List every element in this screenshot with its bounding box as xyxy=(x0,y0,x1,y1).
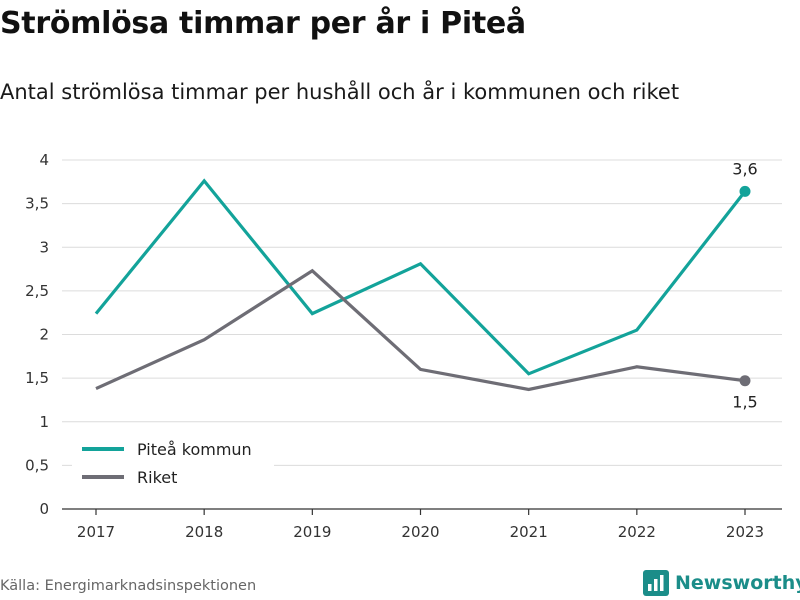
chart-title: Strömlösa timmar per år i Piteå xyxy=(0,6,526,41)
y-axis-ticks: 0 0,5 1 1,5 2 2,5 3 3,5 4 xyxy=(25,151,49,518)
series-line-0 xyxy=(94,178,747,376)
y-tick-label: 0 xyxy=(39,500,49,518)
legend-label-0: Piteå kommun xyxy=(137,440,252,459)
y-tick-label: 4 xyxy=(39,151,49,169)
x-tick-label: 2017 xyxy=(77,523,115,541)
series-lines xyxy=(94,178,751,392)
y-tick-label: 2,5 xyxy=(25,282,49,300)
x-tick-label: 2021 xyxy=(510,523,548,541)
series-line-1 xyxy=(95,268,746,392)
chart-subtitle: Antal strömlösa timmar per hushåll och å… xyxy=(0,80,680,104)
y-tick-label: 1,5 xyxy=(25,369,49,387)
legend: Piteå kommun Riket xyxy=(72,433,274,493)
x-tick-label: 2023 xyxy=(726,523,764,541)
x-tick-label: 2018 xyxy=(185,523,223,541)
bar-chart-logo-icon xyxy=(643,570,669,596)
series-end-point-1 xyxy=(739,375,751,387)
legend-background xyxy=(72,433,274,493)
x-tick-label: 2019 xyxy=(293,523,331,541)
brand: Newsworthy xyxy=(643,570,800,596)
y-tick-label: 2 xyxy=(39,326,49,344)
x-tick-label: 2022 xyxy=(618,523,656,541)
y-tick-label: 1 xyxy=(39,413,49,431)
end-label-riket: 1,5 xyxy=(732,393,757,412)
source-note: Källa: Energimarknadsinspektionen xyxy=(0,578,257,594)
y-tick-label: 3,5 xyxy=(25,195,49,213)
brand-name: Newsworthy xyxy=(675,572,800,594)
series-end-point-0 xyxy=(739,185,751,197)
gridlines xyxy=(62,159,782,466)
end-label-pitea: 3,6 xyxy=(732,159,757,178)
x-tick-label: 2020 xyxy=(401,523,439,541)
y-tick-label: 0,5 xyxy=(25,456,49,474)
end-value-labels: 3,6 1,5 xyxy=(732,159,757,411)
legend-label-1: Riket xyxy=(137,468,177,487)
x-axis-ticks: 2017 2018 2019 2020 2021 2022 2023 xyxy=(77,509,764,541)
y-tick-label: 3 xyxy=(39,238,49,256)
